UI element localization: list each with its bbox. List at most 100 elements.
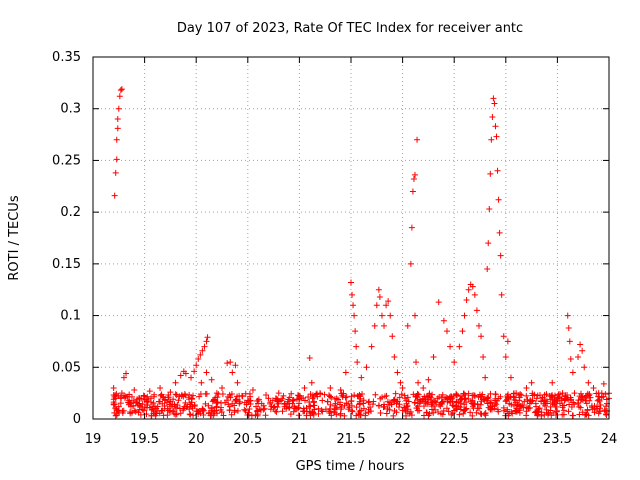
roti-point xyxy=(420,384,427,391)
roti-point xyxy=(399,384,406,391)
roti-point xyxy=(483,397,490,404)
roti-point xyxy=(415,379,422,386)
roti-point xyxy=(307,391,314,398)
roti-point xyxy=(467,398,474,405)
y-tick-label: 0.25 xyxy=(52,153,81,168)
roti-point xyxy=(244,397,251,404)
roti-point xyxy=(404,394,411,401)
roti-point xyxy=(407,260,414,267)
roti-point xyxy=(157,392,164,399)
roti-point xyxy=(356,398,363,405)
roti-point xyxy=(121,395,128,402)
roti-point xyxy=(185,394,192,401)
roti-point xyxy=(513,390,520,397)
roti-point xyxy=(292,405,299,412)
roti-point xyxy=(372,391,379,398)
roti-point xyxy=(140,407,147,414)
roti-point xyxy=(213,390,220,397)
roti-point xyxy=(211,408,218,415)
roti-point xyxy=(324,398,331,405)
roti-point xyxy=(310,409,317,416)
roti-point xyxy=(423,409,430,416)
roti-point xyxy=(534,411,541,418)
roti-point xyxy=(166,398,173,405)
roti-point xyxy=(516,407,523,414)
roti-point xyxy=(443,405,450,412)
roti-point xyxy=(241,406,248,413)
roti-point xyxy=(591,409,598,416)
roti-point xyxy=(439,399,446,406)
roti-point xyxy=(576,411,583,418)
roti-point xyxy=(445,408,452,415)
roti-point xyxy=(112,169,119,176)
roti-point xyxy=(198,379,205,386)
roti-point xyxy=(349,408,356,415)
roti-point xyxy=(493,133,500,140)
roti-point xyxy=(544,400,551,407)
roti-point xyxy=(491,402,498,409)
roti-point xyxy=(546,392,553,399)
roti-point xyxy=(601,407,608,414)
roti-point xyxy=(592,405,599,412)
roti-point xyxy=(352,328,359,335)
roti-point xyxy=(140,392,147,399)
roti-point xyxy=(426,390,433,397)
roti-point xyxy=(478,393,485,400)
roti-point xyxy=(488,403,495,410)
roti-point xyxy=(112,395,119,402)
roti-point xyxy=(523,408,530,415)
roti-point xyxy=(318,407,325,414)
roti-point xyxy=(578,393,585,400)
roti-point xyxy=(420,403,427,410)
roti-point xyxy=(381,401,388,408)
roti-point xyxy=(199,405,206,412)
roti-point xyxy=(478,333,485,340)
roti-point xyxy=(411,312,418,319)
roti-point xyxy=(562,393,569,400)
roti-point xyxy=(564,312,571,319)
roti-point xyxy=(191,403,198,410)
roti-point xyxy=(295,404,302,411)
roti-point xyxy=(260,406,267,413)
roti-point xyxy=(224,360,231,367)
roti-point xyxy=(376,293,383,300)
roti-point xyxy=(308,379,315,386)
roti-point xyxy=(193,362,200,369)
roti-point xyxy=(524,397,531,404)
roti-point xyxy=(162,397,169,404)
roti-point xyxy=(461,312,468,319)
roti-point xyxy=(300,408,307,415)
roti-point xyxy=(135,395,142,402)
roti-point xyxy=(188,374,195,381)
roti-point xyxy=(263,391,270,398)
roti-point xyxy=(118,86,125,93)
roti-point xyxy=(398,391,405,398)
roti-point xyxy=(306,354,313,361)
roti-point xyxy=(502,353,509,360)
roti-point xyxy=(113,156,120,163)
roti-point xyxy=(236,400,243,407)
roti-point xyxy=(303,412,310,419)
roti-point xyxy=(290,396,297,403)
roti-point xyxy=(310,394,317,401)
roti-point xyxy=(517,391,524,398)
roti-point xyxy=(581,364,588,371)
roti-point xyxy=(197,351,204,358)
roti-point xyxy=(309,395,316,402)
roti-point xyxy=(504,338,511,345)
roti-point xyxy=(447,395,454,402)
roti-point xyxy=(533,395,540,402)
roti-point xyxy=(473,307,480,314)
roti-point xyxy=(583,392,590,399)
roti-point xyxy=(412,393,419,400)
roti-point xyxy=(247,393,254,400)
roti-point xyxy=(169,407,176,414)
roti-point xyxy=(390,396,397,403)
roti-point xyxy=(565,324,572,331)
roti-point xyxy=(199,347,206,354)
x-tick-label: 20 xyxy=(188,432,205,447)
roti-point xyxy=(584,407,591,414)
roti-point xyxy=(500,407,507,414)
roti-point xyxy=(484,266,491,273)
roti-point xyxy=(345,400,352,407)
